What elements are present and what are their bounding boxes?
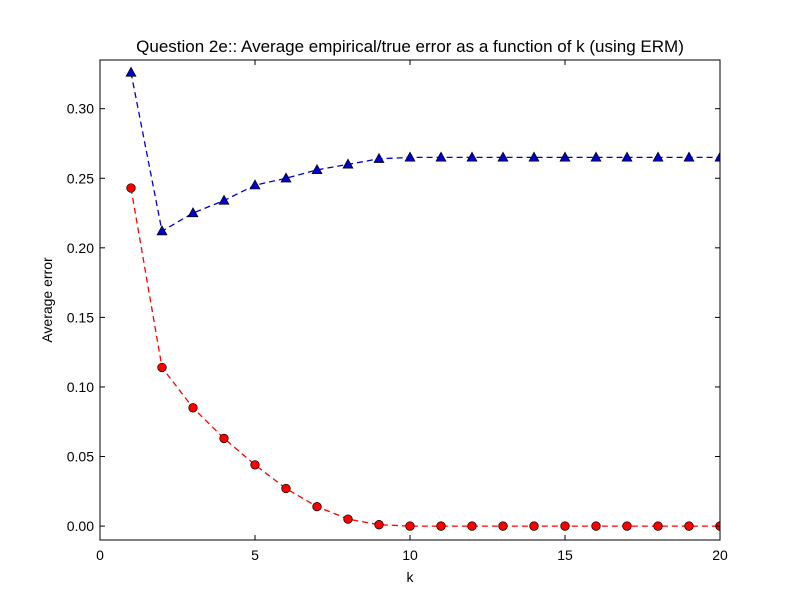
x-axis-label: k bbox=[407, 569, 415, 585]
series-2-point-13 bbox=[498, 521, 508, 531]
x-tick-label-1: 0 bbox=[96, 547, 104, 563]
series-1-point-6 bbox=[280, 172, 292, 183]
series-2-point-18 bbox=[653, 521, 663, 531]
y-tick-label-7: 0.30 bbox=[67, 101, 94, 117]
series-1-point-11 bbox=[435, 151, 447, 162]
x-tick-label-2: 5 bbox=[251, 547, 259, 563]
series-1-point-12 bbox=[466, 151, 478, 162]
series-1-point-7 bbox=[311, 163, 323, 175]
series-2-point-19 bbox=[684, 521, 694, 531]
series-1-point-3 bbox=[187, 207, 199, 218]
series-2-point-4 bbox=[219, 433, 229, 444]
x-tick-label-5: 20 bbox=[712, 547, 728, 563]
y-tick-label-5: 0.20 bbox=[67, 240, 94, 256]
chart-title: Question 2e:: Average empirical/true err… bbox=[136, 37, 684, 56]
series-1-line bbox=[130, 72, 720, 233]
series-1-point-15 bbox=[559, 151, 571, 162]
series-2-point-6 bbox=[281, 483, 291, 494]
series-2-point-3 bbox=[188, 403, 198, 413]
series-2-point-5 bbox=[250, 460, 260, 470]
series-2-point-15 bbox=[560, 521, 570, 531]
series-1-point-10 bbox=[404, 151, 416, 162]
series-2-point-10 bbox=[405, 521, 415, 531]
series-2-point-11 bbox=[436, 521, 446, 531]
series-2-point-16 bbox=[591, 521, 601, 531]
series-2-line bbox=[130, 187, 720, 527]
series-1-point-16 bbox=[590, 151, 602, 162]
series-1-point-13 bbox=[497, 151, 509, 162]
series-2-point-14 bbox=[529, 521, 539, 531]
series-1-point-19 bbox=[683, 151, 695, 162]
series-group bbox=[125, 66, 720, 531]
series-1-point-20 bbox=[714, 151, 720, 162]
series-1-point-8 bbox=[342, 158, 354, 169]
y-tick-label-3: 0.10 bbox=[67, 379, 94, 395]
y-tick-label-2: 0.05 bbox=[67, 449, 94, 465]
series-2-point-1 bbox=[126, 183, 136, 193]
y-tick-label-6: 0.25 bbox=[67, 170, 94, 186]
x-tick-label-4: 15 bbox=[557, 547, 573, 563]
series-2-point-12 bbox=[467, 521, 477, 531]
series-2-point-7 bbox=[312, 501, 322, 512]
y-tick-label-1: 0.00 bbox=[67, 518, 94, 534]
series-2-point-2 bbox=[157, 362, 167, 373]
series-2-point-17 bbox=[622, 521, 632, 531]
series-1-point-9 bbox=[373, 152, 385, 163]
series-1-point-5 bbox=[249, 179, 261, 190]
series-2-point-8 bbox=[343, 514, 353, 524]
series-1-point-17 bbox=[621, 151, 633, 162]
series-1-point-14 bbox=[528, 151, 540, 162]
series-1-point-4 bbox=[218, 194, 230, 205]
series-2-point-9 bbox=[374, 520, 384, 530]
series-1-point-1 bbox=[125, 66, 137, 77]
y-axis-label: Average error bbox=[39, 257, 55, 343]
series-1-point-2 bbox=[156, 225, 168, 236]
y-tick-label-4: 0.15 bbox=[67, 309, 94, 325]
x-tick-label-3: 10 bbox=[402, 547, 418, 563]
series-1-point-18 bbox=[652, 151, 664, 162]
